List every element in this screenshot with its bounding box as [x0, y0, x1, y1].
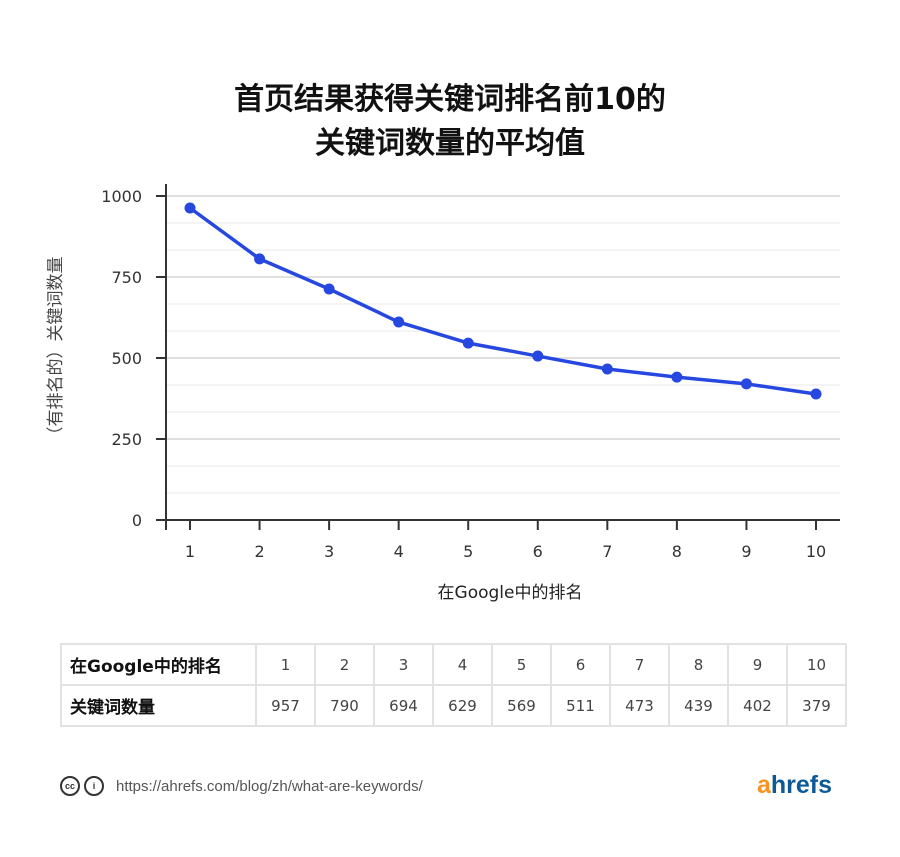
table-cell: 473 — [609, 684, 670, 727]
data-point — [323, 283, 335, 295]
title-line-1: 首页结果获得关键词排名前10的 — [234, 82, 666, 117]
data-point — [254, 253, 266, 265]
x-tick-label: 5 — [463, 542, 473, 561]
x-tick-label: 9 — [741, 542, 751, 561]
line-chart: 0 250 500 750 1000 1 2 3 4 5 6 7 8 9 10 在Google中的排名 （有排名… — [46, 184, 840, 603]
table-cell: 790 — [314, 684, 375, 727]
data-point — [462, 337, 474, 349]
x-axis-label: 在Google中的排名 — [438, 583, 583, 603]
data-point — [184, 202, 196, 214]
data-point — [601, 363, 613, 375]
table-cell: 569 — [491, 684, 552, 727]
table-cell: 694 — [373, 684, 434, 727]
y-tick-label: 0 — [132, 511, 142, 530]
table-cell: 2 — [314, 643, 375, 686]
y-tick-label: 750 — [111, 268, 142, 287]
table-row: 关键词数量 957 790 694 629 569 511 473 439 402 379 — [60, 684, 847, 727]
x-tick-label: 8 — [672, 542, 682, 561]
data-point — [740, 378, 752, 390]
table-cell: 402 — [727, 684, 788, 727]
y-tick-label: 1000 — [101, 187, 142, 206]
data-point — [393, 316, 405, 328]
table-cell: 511 — [550, 684, 611, 727]
x-tick-label: 2 — [254, 542, 264, 561]
row-header: 关键词数量 — [60, 684, 257, 727]
table-cell: 3 — [373, 643, 434, 686]
cc-icon: cc — [60, 776, 80, 796]
table-row: 在Google中的排名 1 2 3 4 5 6 7 8 9 10 — [60, 643, 847, 686]
title-line-2: 关键词数量的平均值 — [315, 126, 585, 161]
y-tick-label: 500 — [111, 349, 142, 368]
attribution-icon: i — [84, 776, 104, 796]
data-point — [532, 350, 544, 362]
table-cell: 957 — [255, 684, 316, 727]
footer: cc i https://ahrefs.com/blog/zh/what-are… — [60, 776, 423, 796]
x-tick-label: 10 — [806, 542, 826, 561]
table-cell: 9 — [727, 643, 788, 686]
x-tick-label: 1 — [185, 542, 195, 561]
ahrefs-logo: ahrefs — [757, 771, 833, 799]
table-cell: 1 — [255, 643, 316, 686]
y-axis-label: （有排名的）关键词数量 — [46, 257, 66, 444]
y-tick-label: 250 — [111, 430, 142, 449]
table-cell: 4 — [432, 643, 493, 686]
table-cell: 439 — [668, 684, 729, 727]
data-table: 在Google中的排名 1 2 3 4 5 6 7 8 9 10 关键词数量 957 790 694 629 5… — [60, 643, 847, 727]
x-tick-label: 3 — [324, 542, 334, 561]
row-header: 在Google中的排名 — [60, 643, 257, 686]
source-url[interactable]: https://ahrefs.com/blog/zh/what-are-keyw… — [116, 777, 423, 795]
data-point — [671, 371, 683, 383]
x-tick-label: 7 — [602, 542, 612, 561]
table-cell: 7 — [609, 643, 670, 686]
table-cell: 629 — [432, 684, 493, 727]
table-cell: 10 — [786, 643, 847, 686]
table-cell: 379 — [786, 684, 847, 727]
table-cell: 5 — [491, 643, 552, 686]
data-point — [810, 388, 822, 400]
x-tick-label: 4 — [394, 542, 404, 561]
table-cell: 8 — [668, 643, 729, 686]
series-line — [188, 206, 817, 396]
x-tick-label: 6 — [533, 542, 543, 561]
chart-title: 首页结果获得关键词排名前10的 关键词数量的平均值 — [0, 78, 900, 166]
table-cell: 6 — [550, 643, 611, 686]
